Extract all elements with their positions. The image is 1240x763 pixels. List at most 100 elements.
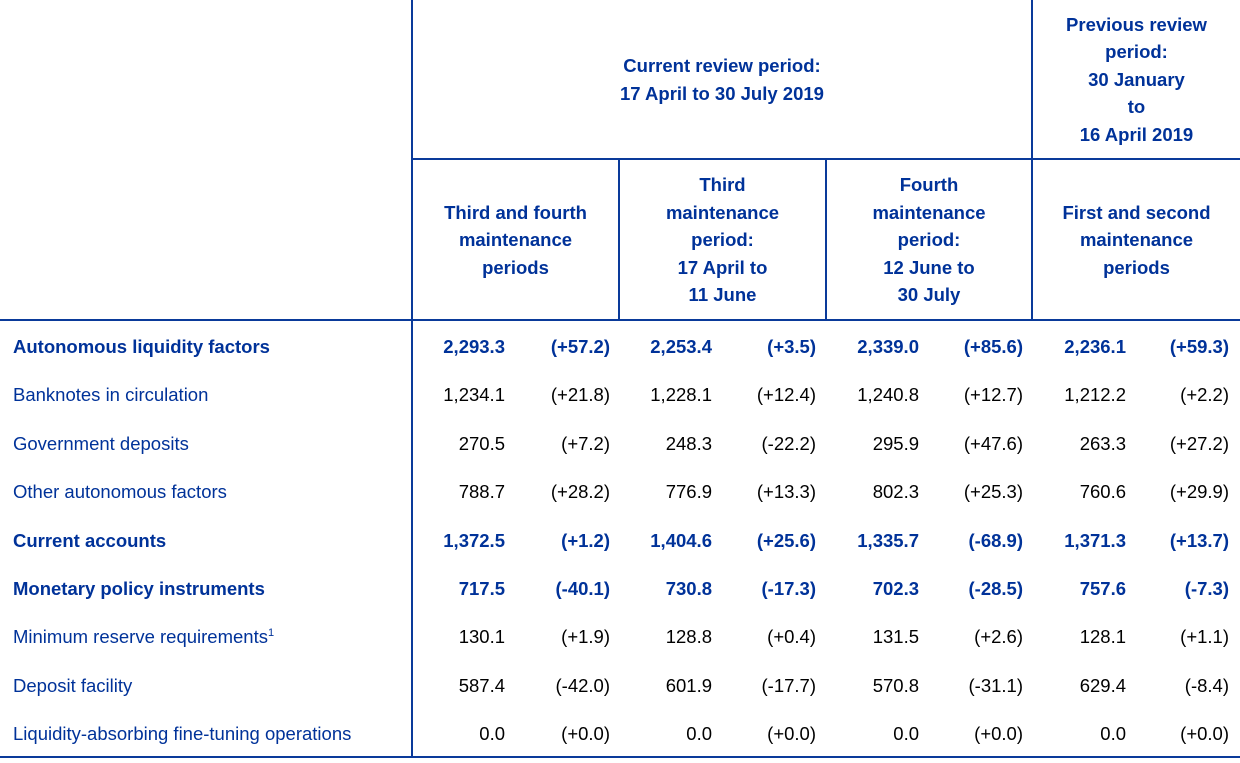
previous-period-header: Previous review period: 30 January to 16… — [1066, 13, 1207, 145]
change-value: (+12.7) — [963, 384, 1023, 406]
amount-value: 1,335.7 — [857, 529, 919, 551]
amount-value: 2,339.0 — [857, 336, 919, 357]
amount-value: 2,253.4 — [650, 336, 712, 357]
change-value: (+13.7) — [1169, 529, 1229, 551]
change-value: (+57.2) — [550, 336, 610, 357]
amount-value: 1,234.1 — [443, 384, 505, 406]
row-label-text: Minimum reserve requirements — [13, 626, 268, 648]
table-row: Current accounts 1,372.5 (+1.2) 1,404.6 (+25… — [0, 517, 1240, 565]
divider — [0, 319, 1240, 321]
amount-value: 629.4 — [1079, 674, 1126, 696]
change-value: (-7.3) — [1184, 578, 1229, 599]
amount-value: 760.6 — [1079, 481, 1126, 503]
table-row: Deposit facility 587.4 (-42.0) 601.9 (-17.7)… — [0, 662, 1240, 710]
change-value: (-42.0) — [555, 674, 611, 696]
change-value: (-31.1) — [968, 674, 1024, 696]
amount-value: 2,236.1 — [1064, 336, 1126, 357]
change-value: (-40.1) — [555, 578, 611, 599]
amount-value: 1,404.6 — [650, 529, 712, 551]
change-value: (+1.9) — [561, 626, 610, 648]
change-value: (-22.2) — [761, 432, 817, 454]
row-label-text: Current accounts — [13, 529, 167, 551]
amount-value: 717.5 — [458, 578, 505, 599]
change-value: (+0.0) — [1180, 723, 1229, 745]
row-label-text: Government deposits — [13, 432, 189, 454]
amount-value: 570.8 — [872, 674, 919, 696]
row-label-text: Other autonomous factors — [13, 481, 227, 503]
row-label: Government deposits — [13, 420, 189, 468]
row-label-text: Monetary policy instruments — [13, 578, 265, 599]
change-value: (-68.9) — [968, 529, 1024, 551]
subheader-fourth: Fourth maintenance period: 12 June to 30… — [872, 174, 986, 306]
current-period-header: Current review period: 17 April to 30 Ju… — [620, 55, 824, 104]
amount-value: 702.3 — [872, 578, 919, 599]
row-label: Minimum reserve requirements1 — [13, 613, 274, 661]
subheader-third-fourth: Third and fourth maintenance periods — [444, 201, 587, 278]
row-label: Autonomous liquidity factors — [13, 323, 270, 371]
row-label: Banknotes in circulation — [13, 371, 208, 419]
table-row: Minimum reserve requirements1 130.1 (+1.9)… — [0, 613, 1240, 661]
change-value: (+1.1) — [1180, 626, 1229, 648]
amount-value: 0.0 — [686, 723, 712, 745]
amount-value: 263.3 — [1079, 432, 1126, 454]
change-value: (+85.6) — [963, 336, 1023, 357]
change-value: (+25.6) — [756, 529, 816, 551]
change-value: (+0.0) — [561, 723, 610, 745]
amount-value: 0.0 — [893, 723, 919, 745]
row-label-text: Liquidity-absorbing fine-tuning operatio… — [13, 723, 352, 745]
row-label-text: Banknotes in circulation — [13, 384, 209, 406]
change-value: (-17.3) — [761, 578, 817, 599]
table-row: Government deposits 270.5 (+7.2) 248.3 (-22.… — [0, 420, 1240, 468]
amount-value: 788.7 — [458, 481, 505, 503]
table-row: Autonomous liquidity factors 2,293.3 (+57.… — [0, 323, 1240, 371]
row-label: Monetary policy instruments — [13, 565, 265, 613]
amount-value: 2,293.3 — [443, 336, 505, 357]
amount-value: 587.4 — [458, 674, 505, 696]
footnote-marker: 1 — [267, 627, 275, 640]
amount-value: 295.9 — [872, 432, 919, 454]
divider — [1031, 0, 1033, 321]
change-value: (+12.4) — [756, 384, 816, 406]
amount-value: 776.9 — [665, 481, 712, 503]
amount-value: 757.6 — [1079, 578, 1126, 599]
row-label: Liquidity-absorbing fine-tuning operatio… — [13, 710, 351, 758]
amount-value: 128.1 — [1079, 626, 1126, 648]
amount-value: 270.5 — [458, 432, 505, 454]
amount-value: 130.1 — [458, 626, 505, 648]
change-value: (+25.3) — [963, 481, 1023, 503]
table-row: Other autonomous factors 788.7 (+28.2) 776.… — [0, 468, 1240, 516]
amount-value: 128.8 — [665, 626, 712, 648]
change-value: (+7.2) — [561, 432, 610, 454]
divider — [411, 0, 413, 758]
change-value: (-8.4) — [1184, 674, 1229, 696]
row-label: Other autonomous factors — [13, 468, 227, 516]
change-value: (+47.6) — [963, 432, 1023, 454]
row-label: Deposit facility — [13, 662, 132, 710]
amount-value: 1,240.8 — [857, 384, 919, 406]
change-value: (+0.4) — [767, 626, 816, 648]
change-value: (+1.2) — [561, 529, 610, 551]
change-value: (+21.8) — [550, 384, 610, 406]
change-value: (+27.2) — [1169, 432, 1229, 454]
change-value: (+0.0) — [974, 723, 1023, 745]
table-row: Liquidity-absorbing fine-tuning operatio… — [0, 710, 1240, 758]
change-value: (+13.3) — [756, 481, 816, 503]
change-value: (+29.9) — [1169, 481, 1229, 503]
change-value: (+3.5) — [767, 336, 816, 357]
table-row: Banknotes in circulation 1,234.1 (+21.8) 1,… — [0, 371, 1240, 419]
amount-value: 131.5 — [872, 626, 919, 648]
divider — [411, 158, 1240, 160]
change-value: (+2.6) — [974, 626, 1023, 648]
change-value: (+0.0) — [767, 723, 816, 745]
subheader-first-second: First and second maintenance periods — [1062, 201, 1211, 278]
change-value: (+28.2) — [550, 481, 610, 503]
amount-value: 1,371.3 — [1064, 529, 1126, 551]
change-value: (+2.2) — [1180, 384, 1229, 406]
amount-value: 802.3 — [872, 481, 919, 503]
divider — [825, 159, 827, 321]
row-label-text: Deposit facility — [13, 674, 133, 696]
amount-value: 0.0 — [479, 723, 505, 745]
table-row: Monetary policy instruments 717.5 (-40.1) 7… — [0, 565, 1240, 613]
change-value: (+59.3) — [1169, 336, 1229, 357]
divider — [0, 756, 1240, 758]
